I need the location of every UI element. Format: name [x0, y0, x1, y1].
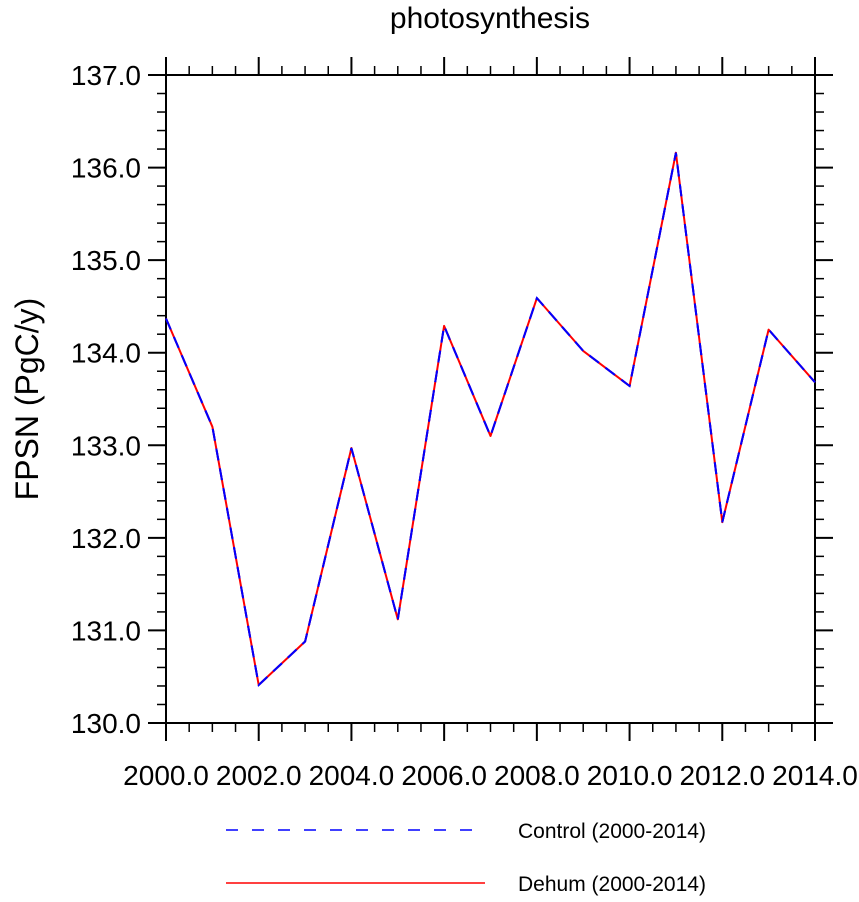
x-tick-label: 2012.0 [679, 760, 765, 791]
x-tick-label: 2002.0 [216, 760, 302, 791]
y-tick-label: 135.0 [71, 245, 141, 276]
y-tick-label: 132.0 [71, 523, 141, 554]
y-tick-label: 136.0 [71, 153, 141, 184]
x-tick-label: 2004.0 [309, 760, 395, 791]
x-tick-label: 2006.0 [401, 760, 487, 791]
y-axis-label: FPSN (PgC/y) [9, 298, 45, 501]
x-tick-label: 2014.0 [772, 760, 858, 791]
x-tick-label: 2010.0 [587, 760, 673, 791]
data-point-dehum [350, 447, 352, 449]
x-tick-label: 2000.0 [123, 760, 209, 791]
y-tick-label: 131.0 [71, 615, 141, 646]
y-tick-label: 134.0 [71, 338, 141, 369]
data-point-dehum [211, 426, 213, 428]
data-point-dehum [258, 684, 260, 686]
data-point-dehum [165, 317, 167, 319]
data-point-dehum [536, 297, 538, 299]
data-point-dehum [582, 350, 584, 352]
series-line-dehum [165, 151, 816, 686]
y-tick-label: 137.0 [71, 60, 141, 91]
data-point-dehum [675, 152, 677, 154]
data-point-dehum [490, 435, 492, 437]
series-line-control [165, 151, 816, 686]
legend: Control (2000-2014) Dehum (2000-2014) [226, 820, 706, 896]
data-point-dehum [768, 329, 770, 331]
legend-label-control: Control (2000-2014) [518, 820, 706, 843]
data-point-dehum [629, 385, 631, 387]
legend-label-dehum: Dehum (2000-2014) [518, 873, 706, 896]
x-tick-label: 2008.0 [494, 760, 580, 791]
data-point-dehum [721, 521, 723, 523]
data-point-dehum [443, 325, 445, 327]
plot-frame [165, 74, 816, 724]
chart-title: photosynthesis [390, 2, 590, 35]
data-point-dehum [814, 381, 816, 383]
data-point-dehum [397, 618, 399, 620]
series-line-control-overlay [165, 152, 816, 687]
y-tick-label: 133.0 [71, 430, 141, 461]
data-point-dehum [304, 641, 306, 643]
y-tick-label: 130.0 [71, 708, 141, 739]
